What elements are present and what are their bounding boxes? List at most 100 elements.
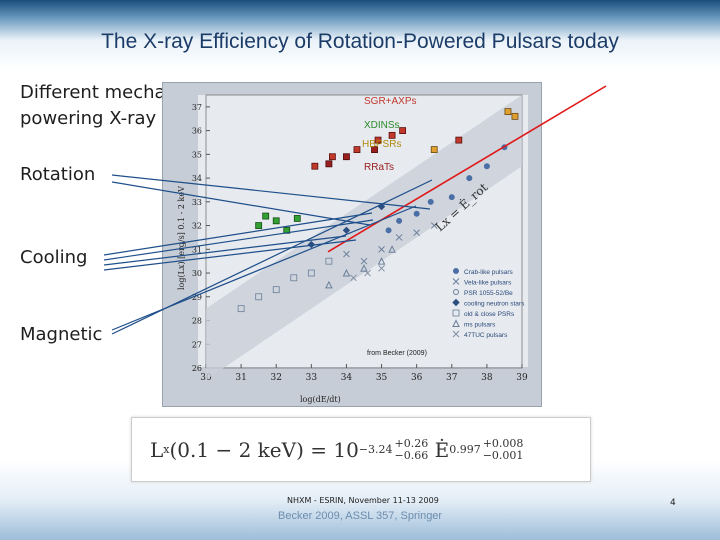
data-point (328, 153, 336, 161)
data-point (504, 108, 512, 116)
data-point (290, 274, 298, 282)
data-point (385, 227, 392, 234)
formula-exp-errors: +0.26 −0.66 (394, 436, 429, 462)
data-point (342, 268, 351, 277)
formula-lhs-arg: (0.1 − 2 keV) = 10 (169, 437, 359, 462)
legend-entry: PSR 1055-52/Be (464, 290, 513, 297)
legend-marker (452, 298, 460, 307)
data-point (396, 217, 403, 224)
y-tick-label: 28 (192, 317, 202, 326)
x-tick-label: 35 (376, 373, 388, 383)
formula-pow-upper: +0.008 (482, 436, 524, 450)
data-point (364, 269, 371, 277)
pointer-line (103, 212, 373, 256)
y-axis-label: log(Lx) [erg/s] 0.1 - 2 keV (177, 186, 186, 290)
legend-entry: 47TUC pulsars (464, 332, 508, 339)
legend-marker (453, 289, 459, 295)
confidence-band (206, 95, 522, 380)
legend-marker (452, 278, 460, 285)
data-point (378, 264, 385, 272)
data-point (483, 163, 490, 170)
formula-edot: Ė (434, 437, 450, 462)
formula-lhs-sub: x (163, 443, 170, 456)
data-point (342, 226, 351, 235)
data-point (399, 127, 407, 135)
rotation-label: Rotation (20, 164, 96, 185)
data-point (430, 146, 438, 154)
legend-layer: Crab-like pulsars Vela-like pulsars PSR 10… (452, 268, 525, 339)
data-point (237, 305, 245, 313)
fit-line (327, 85, 607, 253)
y-tick-label: 26 (192, 364, 202, 373)
data-point (353, 146, 361, 154)
data-point (325, 280, 333, 289)
data-point (272, 217, 280, 225)
x-tick-label: 37 (446, 373, 458, 383)
citation-text: Becker 2009, ASSL 357, Springer (278, 510, 443, 522)
y-tick-label: 33 (192, 198, 202, 207)
source-note: from Becker (2009) (367, 350, 427, 357)
data-point (430, 222, 438, 229)
data-point (262, 212, 270, 220)
data-point (350, 274, 357, 282)
x-axis-label: log(dE/dt) (300, 395, 341, 404)
data-point (325, 160, 333, 168)
data-point (325, 257, 333, 265)
data-point (466, 175, 473, 182)
data-point (255, 222, 263, 229)
y-tick-label: 36 (192, 127, 202, 136)
y-tick-label: 32 (192, 222, 202, 231)
data-point (395, 234, 403, 241)
category-label-sgr: SGR+AXPs (364, 96, 417, 107)
data-point (360, 264, 368, 272)
pointer-line (111, 181, 371, 226)
x-tick-label: 32 (270, 373, 281, 383)
x-tick-label: 31 (235, 373, 246, 383)
pointer-line (111, 174, 431, 210)
data-point (378, 245, 385, 253)
fit-layer (327, 85, 607, 253)
data-point (455, 136, 463, 144)
data-point (388, 245, 396, 253)
legend-marker (452, 330, 460, 338)
x-tick-label: 38 (481, 373, 493, 383)
formula-pow-lower: −0.001 (482, 448, 524, 462)
data-point (255, 293, 263, 301)
magnetic-label: Magnetic (20, 324, 103, 345)
axes-layer: 3031323334353637383926272829303132333435… (192, 94, 528, 383)
points-layer (206, 95, 522, 380)
pointer-line (103, 239, 357, 271)
y-tick-label: 29 (192, 293, 202, 302)
data-point (427, 198, 434, 205)
data-point (377, 257, 386, 265)
cooling-label: Cooling (20, 247, 88, 268)
data-point (360, 257, 368, 265)
data-point (374, 136, 382, 144)
data-point (371, 146, 378, 154)
formula-pow-base: 0.997 (449, 443, 481, 456)
legend-entry: Crab-like pulsars (464, 269, 514, 276)
data-point (343, 153, 350, 161)
footer-text: NHXM - ESRIN, November 11-13 2009 (287, 496, 439, 505)
data-point (311, 162, 319, 170)
formula-exp-lower: −0.66 (394, 448, 429, 462)
data-point (343, 250, 350, 258)
y-tick-label: 31 (192, 245, 202, 254)
formula-exp-base: −3.24 (358, 443, 393, 456)
data-point (448, 194, 455, 201)
x-tick-label: 36 (411, 373, 423, 383)
data-point (388, 131, 396, 139)
formula-pow-errors: +0.008 −0.001 (482, 436, 524, 462)
legend-marker (452, 319, 460, 327)
legend-marker (453, 268, 459, 274)
formula-exp-upper: +0.26 (394, 436, 429, 450)
formula-lhs: L (150, 437, 164, 462)
pointer-line (103, 219, 374, 261)
pointer-line (111, 179, 433, 335)
legend-entry: cooling neutron stars (464, 301, 525, 308)
slide-title: The X-ray Efficiency of Rotation-Powered… (101, 30, 619, 53)
x-tick-label: 33 (306, 373, 318, 383)
legend-entry: ms pulsars (464, 322, 496, 329)
